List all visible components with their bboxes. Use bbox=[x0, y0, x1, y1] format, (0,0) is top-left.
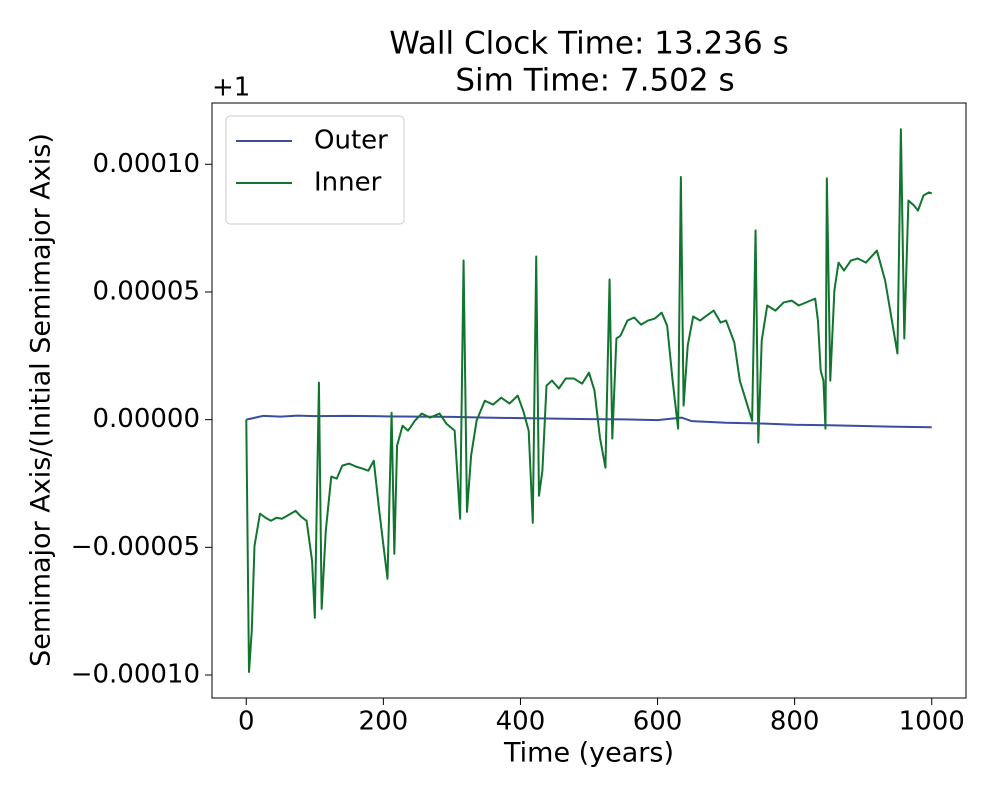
y-tick-label: −0.00010 bbox=[71, 660, 200, 690]
y-offset-label: +1 bbox=[212, 73, 250, 103]
legend-box bbox=[225, 115, 405, 225]
chart-subtitle: Sim Time: 7.502 s bbox=[455, 63, 734, 99]
x-tick-label: 600 bbox=[633, 707, 683, 737]
y-tick-label: 0.00010 bbox=[92, 149, 200, 179]
series-line bbox=[246, 414, 932, 429]
x-tick-label: 200 bbox=[359, 707, 409, 737]
x-tick-label: 0 bbox=[238, 707, 255, 737]
x-tick-label: 800 bbox=[770, 707, 820, 737]
y-tick-label: 0.00000 bbox=[92, 404, 200, 434]
x-tick-label: 400 bbox=[496, 707, 546, 737]
legend-label: Outer bbox=[314, 126, 388, 156]
y-tick-label: −0.00005 bbox=[71, 532, 200, 562]
series-line bbox=[245, 128, 933, 673]
plot-frame bbox=[211, 102, 967, 699]
y-axis-label: Semimajor Axis/(Initial Semimajor Axis) bbox=[26, 133, 57, 667]
legend-label: Inner bbox=[314, 168, 382, 198]
chart-title: Wall Clock Time: 13.236 s bbox=[389, 26, 788, 62]
x-tick-label: 1000 bbox=[899, 707, 965, 737]
y-tick-label: 0.00005 bbox=[92, 276, 200, 306]
x-axis-label: Time (years) bbox=[503, 738, 674, 769]
